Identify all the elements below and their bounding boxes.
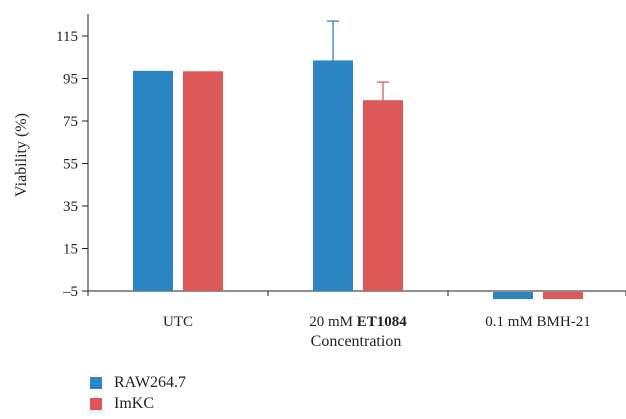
y-tick-label: 15 [63,242,78,258]
bars [133,20,583,299]
x-tick-label: 20 mM ET1084 [309,314,407,330]
bar [183,71,223,292]
bar [133,70,173,291]
bar [493,292,533,299]
y-tick-label: 115 [56,29,78,45]
y-axis: 115 95 75 55 35 15 –5 [56,14,89,300]
x-tick-label-text: 20 mM [309,314,357,330]
y-axis-title: Viability (%) [13,113,30,197]
legend: RAW264.7 ImKC [90,372,186,414]
x-tick-label-bold-text: ET1084 [357,314,408,330]
x-axis: UTC 20 mM ET1084 0.1 mM BMH-21 [87,290,626,330]
x-tick-label: 0.1 mM BMH-21 [485,314,590,330]
bar-chart: 115 95 75 55 35 15 –5 UTC 20 mM ET1084 0.1 mM BM… [13,14,626,350]
bar [313,60,353,291]
x-tick-label-text: UTC [163,314,193,330]
legend-item-raw: RAW264.7 [90,372,186,393]
x-tick-label-text: 0.1 mM BMH-21 [485,314,590,330]
y-tick-label: 75 [63,114,78,130]
y-tick-label: –5 [62,284,78,300]
bar [543,292,583,299]
legend-label-raw: RAW264.7 [114,373,187,391]
bar [363,100,403,291]
x-tick-label: UTC [163,314,193,330]
x-axis-title: Concentration [311,333,402,350]
legend-swatch-imkc [90,397,102,410]
y-tick-label: 35 [63,199,78,215]
y-tick-label: 95 [63,72,78,88]
legend-swatch-raw [90,376,102,389]
legend-item-imkc: ImKC [90,393,186,414]
legend-label-imkc: ImKC [114,394,154,412]
y-tick-label: 55 [63,157,78,173]
